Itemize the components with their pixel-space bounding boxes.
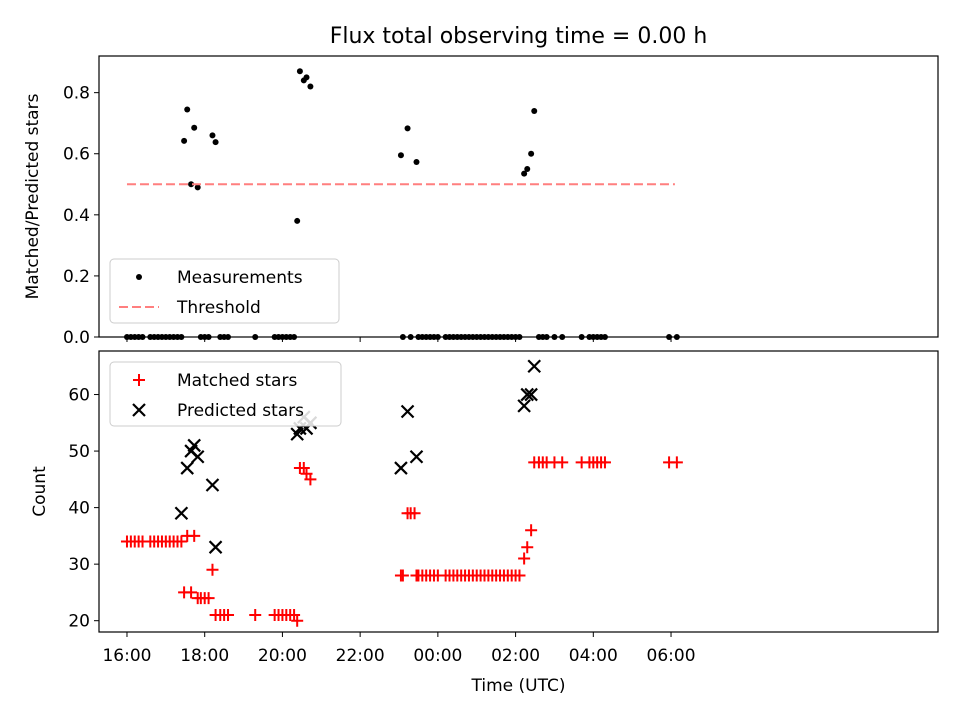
y-axis-label: Count [30, 466, 50, 517]
matched-point [521, 541, 534, 554]
matched-point [188, 529, 201, 542]
axes-frame [98, 55, 939, 338]
measurement-point [191, 124, 198, 131]
x-tick-label: 04:00 [569, 646, 618, 666]
predicted-point [409, 449, 424, 464]
legend-box [109, 361, 342, 427]
measurement-point [184, 106, 191, 113]
top-axes: 0.0 0.2 0.4 0.6 0.8 Matched/Predicted stars Me… [23, 55, 939, 348]
matched-point [556, 456, 569, 469]
measurement-point [397, 152, 404, 159]
predicted-point [190, 449, 205, 464]
matched-point [408, 507, 421, 520]
measurement-point [531, 107, 538, 114]
legend: Measurements Threshold [109, 258, 340, 324]
matched-point [175, 535, 188, 548]
measurement-point [294, 217, 301, 224]
y-tick-label: 0.8 [63, 84, 90, 104]
legend-swatch [133, 374, 145, 386]
matched-point [291, 614, 304, 627]
predicted-point [527, 359, 542, 374]
predicted-point [180, 461, 194, 475]
y-tick-label: 0.0 [63, 328, 90, 348]
matched-point [222, 609, 235, 622]
predicted-point [394, 461, 408, 475]
predicted-point [517, 399, 531, 413]
matched-point [670, 456, 683, 469]
legend-box [109, 258, 340, 324]
matched-point [525, 524, 538, 537]
predicted-point [174, 506, 189, 521]
y-tick-label: 20 [68, 612, 90, 632]
bottom-axes: 20 30 40 50 60 16:00 18:00 20:00 22:00 00:00 02:00… [30, 350, 939, 696]
y-tick-label: 40 [68, 499, 90, 519]
y-tick-label: 0.4 [63, 206, 90, 226]
matched-point [185, 586, 198, 599]
predicted-point [400, 404, 415, 419]
legend-label: Predicted stars [177, 401, 304, 421]
legend: Matched stars Predicted stars [109, 361, 342, 427]
matched-point [513, 569, 526, 582]
matched-point [249, 609, 262, 622]
x-tick-label: 02:00 [491, 646, 540, 666]
measurement-point [521, 170, 528, 177]
predicted-point [208, 540, 223, 554]
x-tick-label: 06:00 [647, 646, 696, 666]
measurement-point [188, 181, 195, 188]
y-tick-label: 30 [68, 555, 90, 575]
x-tick-label: 20:00 [258, 646, 307, 666]
x-tick-label: 18:00 [180, 646, 229, 666]
legend-swatch [136, 274, 142, 280]
series-matched-stars [120, 456, 683, 627]
x-tick-label: 16:00 [102, 646, 151, 666]
matched-point [598, 456, 611, 469]
measurement-point [404, 125, 411, 132]
matched-point [518, 552, 531, 565]
legend-label: Matched stars [177, 371, 297, 391]
measurement-point [181, 137, 188, 144]
predicted-point [187, 438, 201, 453]
measurement-point [307, 83, 314, 90]
y-tick-label: 0.2 [63, 267, 90, 287]
legend-label: Threshold [176, 298, 261, 318]
matched-point [202, 592, 215, 605]
matched-point [206, 563, 219, 576]
axes-frame [98, 350, 939, 633]
matched-point [304, 473, 317, 486]
matched-point [396, 569, 409, 582]
predicted-point [520, 387, 535, 402]
measurement-point [303, 74, 310, 81]
measurement-point [528, 150, 535, 157]
predicted-point [524, 387, 538, 402]
y-tick-label: 60 [68, 386, 90, 406]
measurement-point [296, 68, 303, 75]
measurement-point [413, 158, 420, 165]
predicted-point [205, 478, 220, 492]
y-axis-label: Matched/Predicted stars [23, 93, 43, 299]
y-tick-label: 0.6 [63, 145, 90, 165]
y-tick-label: 50 [68, 442, 90, 462]
legend-label: Measurements [177, 268, 303, 288]
measurement-point [209, 132, 216, 139]
measurement-point [524, 166, 531, 173]
chart-title: Flux total observing time = 0.00 h [330, 24, 708, 49]
x-axis-label: Time (UTC) [471, 676, 566, 696]
measurement-point [212, 139, 219, 146]
matched-point [297, 462, 310, 475]
legend-swatch [132, 403, 146, 417]
x-tick-label: 00:00 [413, 646, 462, 666]
measurement-point [194, 184, 201, 191]
x-tick-label: 22:00 [336, 646, 385, 666]
